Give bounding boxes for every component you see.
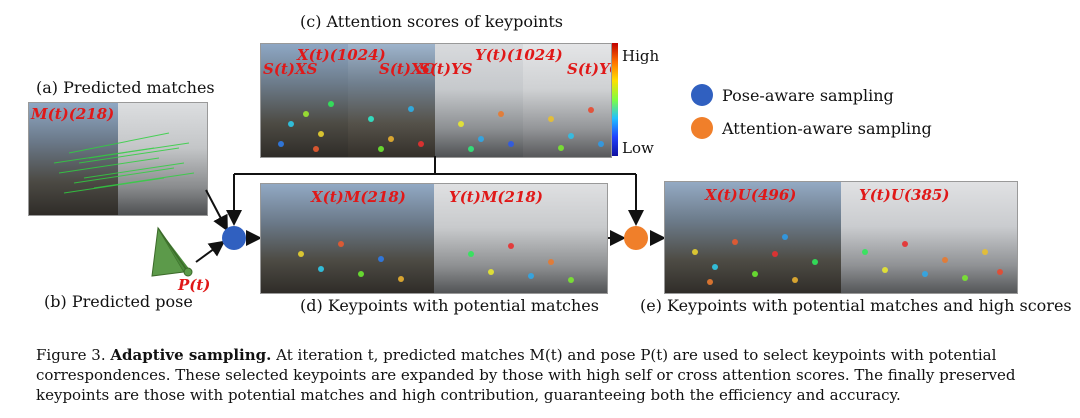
pose-aware-legend-dot: [691, 84, 713, 106]
s-yc-label: S(t)YC: [567, 60, 611, 78]
caption-prefix: Figure 3.: [36, 346, 106, 364]
attention-panel-xs: [261, 44, 348, 157]
colorbar: [612, 43, 618, 156]
caption-bold-title: Adaptive sampling.: [110, 346, 272, 364]
panel-d-label: (d) Keypoints with potential matches: [300, 296, 599, 315]
y-m-218-label: Y(t)M(218): [449, 188, 543, 206]
x-m-218-label: X(t)M(218): [311, 188, 406, 206]
x-u-496-label: X(t)U(496): [705, 186, 797, 204]
colorbar-high-label: High: [622, 47, 660, 65]
x-1024-label: X(t)(1024): [297, 46, 386, 64]
panel-e-label: (e) Keypoints with potential matches and…: [640, 296, 1072, 315]
camera-pose-icon: [151, 226, 193, 277]
y-1024-label: Y(t)(1024): [475, 46, 563, 64]
pose-aware-legend-label: Pose-aware sampling: [722, 86, 894, 105]
potential-keypoints: [298, 241, 574, 283]
attention-aware-legend-dot: [691, 117, 713, 139]
panel-a-label: (a) Predicted matches: [36, 78, 215, 97]
match-lines: [53, 132, 195, 194]
s-xc-label: S(t)XC: [379, 60, 435, 78]
high-score-keypoints: [692, 234, 1003, 285]
attention-aware-legend-label: Attention-aware sampling: [722, 119, 932, 138]
attention-scores-image: S(t)XS X(t)(1024) S(t)XC S(t)YS Y(t)(102…: [260, 43, 612, 158]
panel-c-label: (c) Attention scores of keypoints: [300, 12, 564, 31]
y-u-385-label: Y(t)U(385): [859, 186, 950, 204]
caption-text: At iteration t, predicted matches M(t) a…: [36, 346, 1016, 404]
attention-panel-yc: [523, 44, 611, 157]
predicted-matches-image: M(t)(218): [28, 102, 208, 216]
m-218-label: M(t)(218): [31, 105, 115, 123]
high-score-keypoints-image: X(t)U(496) Y(t)U(385): [664, 181, 1018, 294]
p-pose-label: P(t): [178, 276, 211, 294]
attention-keypoints: [278, 101, 604, 152]
pose-aware-node: [222, 226, 246, 250]
attention-aware-node: [624, 226, 648, 250]
s-xs-label: S(t)XS: [263, 60, 318, 78]
panel-b-label: (b) Predicted pose: [44, 292, 193, 311]
s-ys-label: S(t)YS: [419, 60, 473, 78]
colorbar-low-label: Low: [622, 139, 654, 157]
figure-caption: Figure 3. Adaptive sampling. At iteratio…: [36, 345, 1046, 405]
potential-matches-keypoints-image: X(t)M(218) Y(t)M(218): [260, 183, 608, 294]
